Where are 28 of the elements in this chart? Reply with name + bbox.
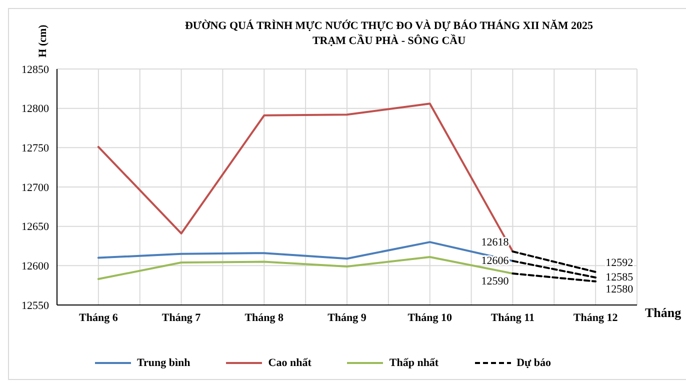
x-tick-label: Tháng 7 xyxy=(162,312,202,324)
y-tick-label: 12750 xyxy=(22,142,50,155)
y-tick-label: 12650 xyxy=(22,221,50,234)
x-tick-label: Tháng 9 xyxy=(328,312,367,324)
x-tick-label: Tháng 12 xyxy=(573,312,618,324)
chart-title: ĐƯỜNG QUÁ TRÌNH MỰC NƯỚC THỰC ĐO VÀ DỰ BÁO THÁNG XII NĂM 2025 xyxy=(184,19,594,34)
x-tick-label: Tháng 8 xyxy=(244,312,284,324)
x-tick-label: Tháng 10 xyxy=(408,312,453,324)
x-tick-label: Tháng 11 xyxy=(490,312,535,324)
legend-label: Thấp nhất xyxy=(389,357,439,369)
legend-label: Cao nhất xyxy=(268,357,312,369)
data-label: 12590 xyxy=(481,276,510,288)
data-label: 12580 xyxy=(606,283,634,296)
legend-label: Dự báo xyxy=(516,357,552,369)
chart-subtitle: TRẠM CẦU PHÀ - SÔNG CẦU xyxy=(311,34,467,49)
x-tick-label: Tháng 6 xyxy=(79,312,118,324)
data-label: 12592 xyxy=(606,256,634,269)
data-label: 12585 xyxy=(606,271,634,284)
y-tick-label: 12550 xyxy=(22,300,50,312)
y-tick-label: 12600 xyxy=(22,260,50,273)
x-axis-title: Tháng xyxy=(645,305,682,321)
legend-label: Trung bình xyxy=(136,357,190,369)
line-series xyxy=(97,102,514,253)
data-label: 12606 xyxy=(481,254,510,267)
y-axis-title: H (cm) xyxy=(37,24,49,58)
y-tick-label: 12850 xyxy=(22,64,50,76)
y-tick-label: 12700 xyxy=(22,182,50,194)
y-tick-label: 12800 xyxy=(22,103,50,116)
